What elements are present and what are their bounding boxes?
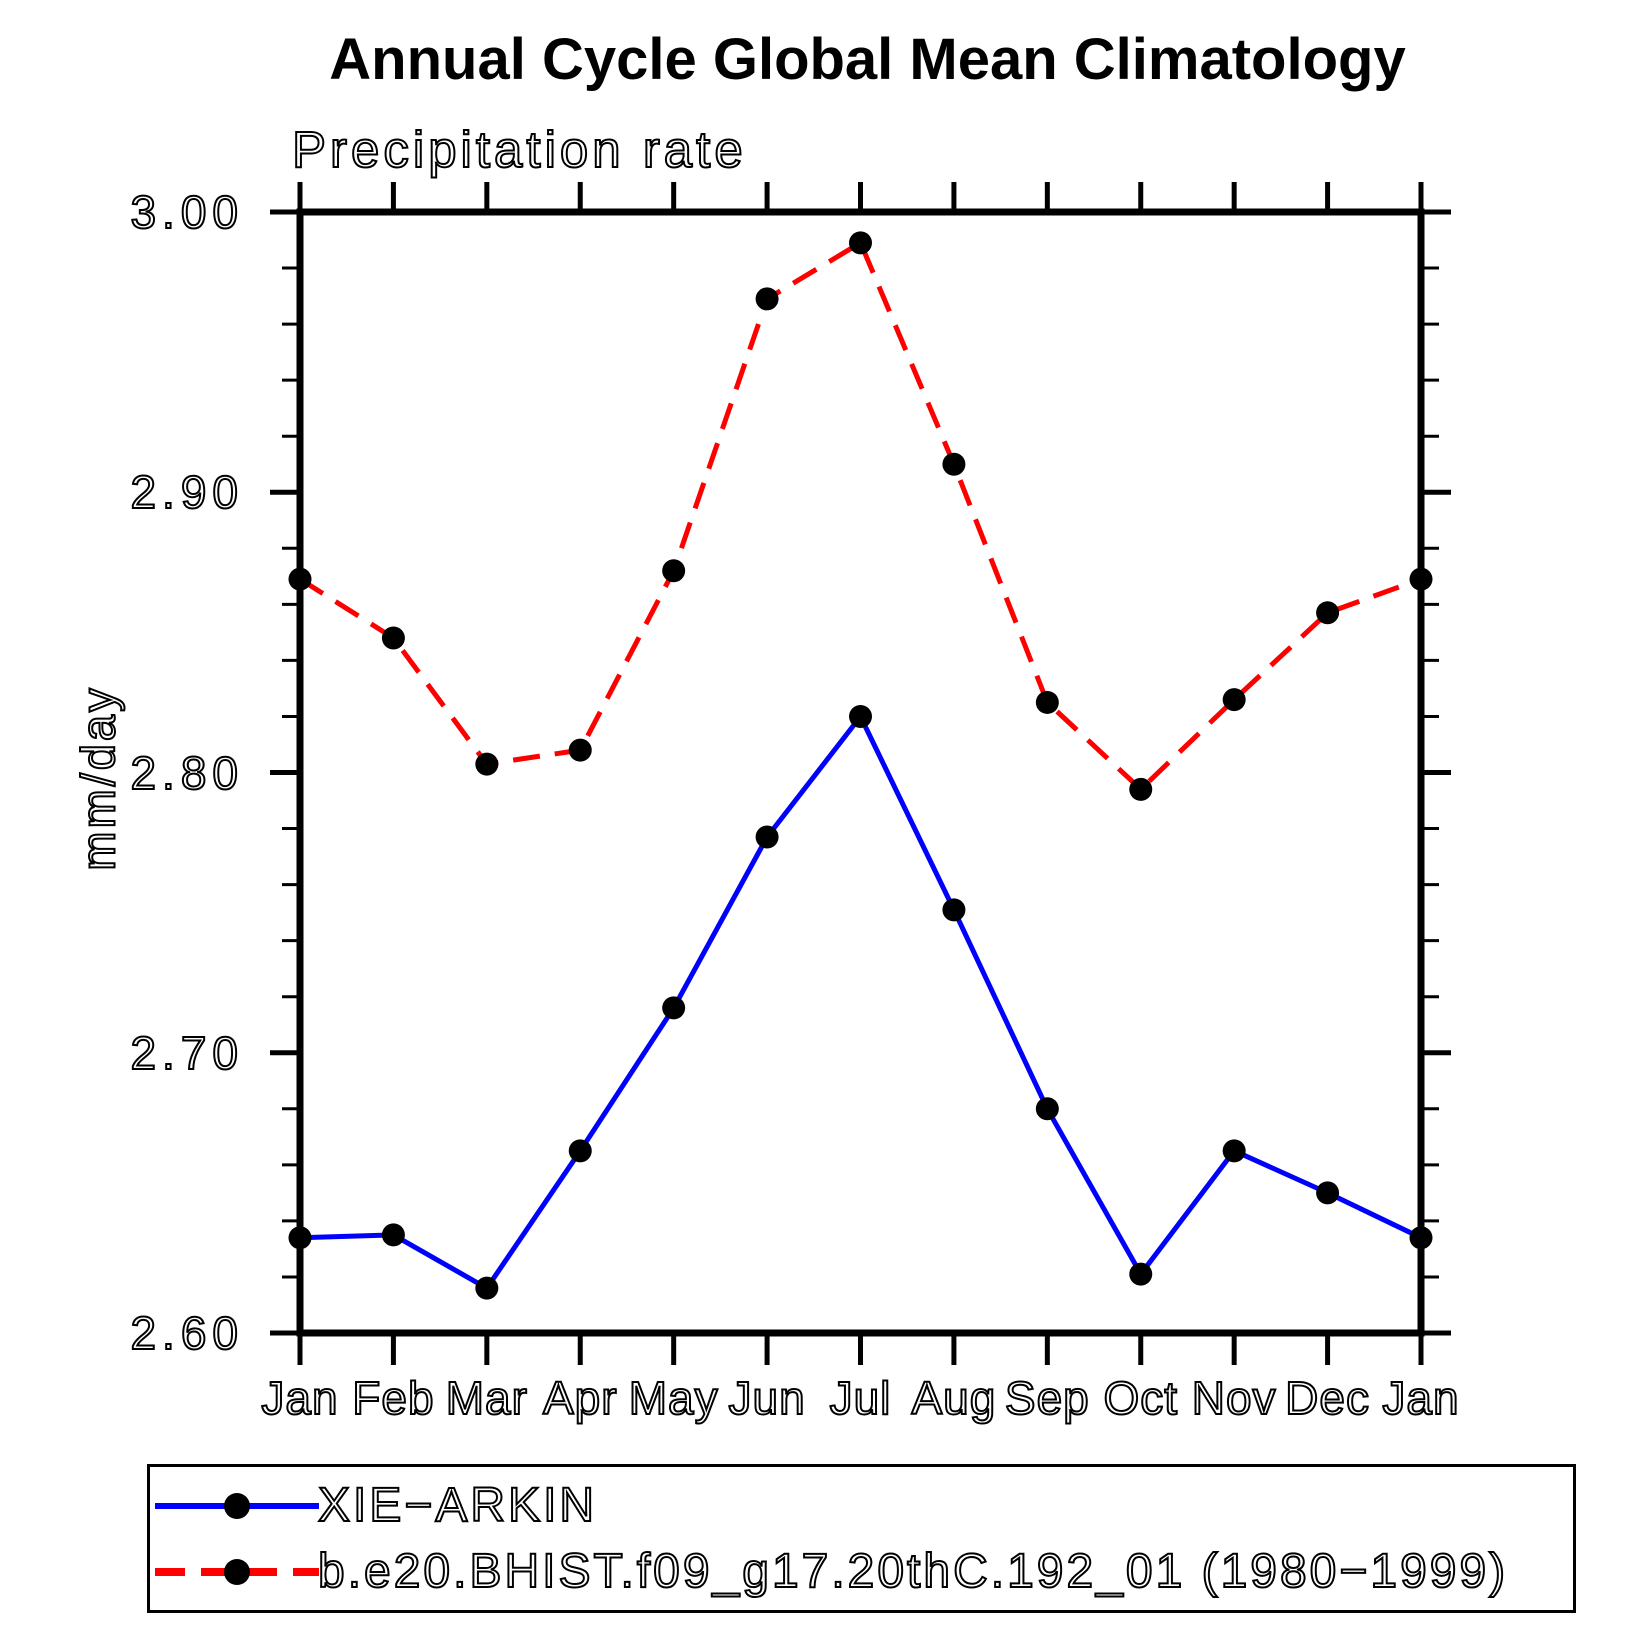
y-tick-label: 2.70 bbox=[129, 1026, 244, 1080]
data-point-marker bbox=[1409, 1226, 1433, 1250]
series-line-0 bbox=[299, 714, 1423, 1291]
y-tick-label: 2.80 bbox=[129, 746, 244, 800]
data-point-marker bbox=[1316, 601, 1340, 625]
data-point-marker bbox=[849, 704, 872, 728]
x-month-label: Aug bbox=[910, 1371, 997, 1425]
data-point-marker bbox=[942, 898, 966, 922]
data-point-marker bbox=[288, 567, 312, 591]
x-month-label: Jan bbox=[1381, 1371, 1460, 1425]
x-month-label: Oct bbox=[1102, 1371, 1179, 1425]
data-point-marker bbox=[1129, 1262, 1153, 1286]
data-point-marker bbox=[849, 231, 872, 255]
data-point-marker bbox=[381, 1223, 405, 1247]
x-month-label: Jan bbox=[260, 1371, 339, 1425]
y-tick-label: 3.00 bbox=[129, 185, 244, 239]
x-month-label: Feb bbox=[351, 1371, 435, 1425]
data-point-marker bbox=[942, 452, 966, 476]
x-month-label: Jun bbox=[727, 1371, 806, 1425]
data-point-marker bbox=[568, 1139, 592, 1163]
blue-solid-line-sample-icon bbox=[155, 1493, 319, 1519]
x-month-label: Sep bbox=[1004, 1371, 1090, 1425]
data-point-marker bbox=[288, 1226, 312, 1250]
data-point-marker bbox=[1222, 1139, 1246, 1163]
data-point-marker bbox=[568, 738, 592, 762]
x-month-label: Dec bbox=[1284, 1371, 1370, 1425]
chart-subtitle: Precipitation rate bbox=[291, 120, 747, 179]
data-point-marker bbox=[1222, 688, 1246, 712]
legend-label-xie-arkin: XIE−ARKIN bbox=[317, 1478, 598, 1533]
chart-title: Annual Cycle Global Mean Climatology bbox=[329, 27, 1406, 92]
data-point-marker bbox=[662, 996, 686, 1020]
y-tick-label: 2.90 bbox=[129, 465, 244, 519]
data-point-marker bbox=[1035, 690, 1059, 714]
data-point-marker bbox=[755, 287, 779, 311]
legend: XIE−ARKIN b.e20.BHIST.f09_g17.20thC.192_… bbox=[147, 1464, 1576, 1613]
data-point-marker bbox=[1409, 567, 1433, 591]
data-point-marker bbox=[475, 1276, 499, 1300]
x-month-label: Jul bbox=[829, 1371, 892, 1425]
data-point-marker bbox=[1316, 1181, 1340, 1205]
x-month-label: Mar bbox=[445, 1371, 528, 1425]
data-point-marker bbox=[475, 752, 499, 776]
x-month-label: May bbox=[628, 1371, 719, 1425]
data-point-marker bbox=[662, 559, 686, 583]
x-month-label: Nov bbox=[1191, 1371, 1277, 1425]
data-point-marker bbox=[381, 626, 405, 650]
data-point-marker bbox=[755, 825, 779, 849]
y-tick-label: 2.60 bbox=[129, 1306, 244, 1360]
red-dashed-line-sample-icon bbox=[155, 1559, 319, 1585]
x-month-label: Apr bbox=[542, 1371, 618, 1425]
plot-frame bbox=[296, 208, 1425, 1337]
data-point-marker bbox=[1035, 1097, 1059, 1121]
legend-label-model-run: b.e20.BHIST.f09_g17.20thC.192_01 (1980−1… bbox=[317, 1544, 1509, 1599]
data-point-marker bbox=[1129, 777, 1153, 801]
